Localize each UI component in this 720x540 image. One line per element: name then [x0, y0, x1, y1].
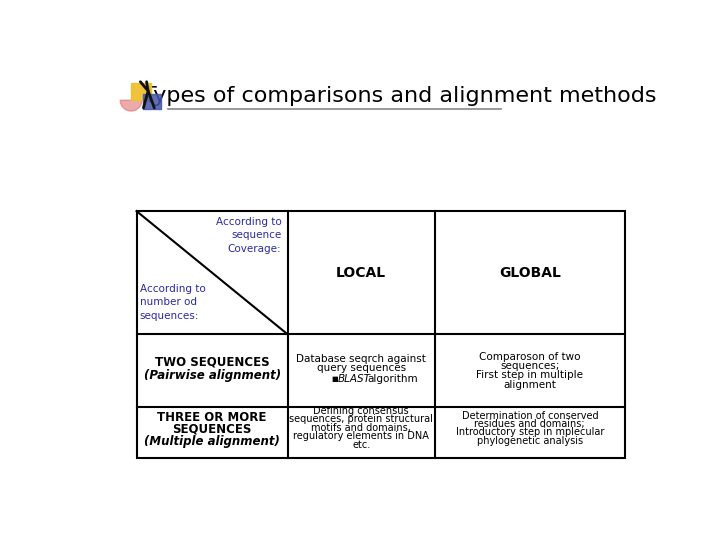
Text: BLAST: BLAST — [338, 374, 371, 383]
Text: Comparoson of two: Comparoson of two — [479, 352, 580, 362]
Text: sequences;: sequences; — [500, 361, 559, 372]
Text: SEQUENCES: SEQUENCES — [172, 422, 252, 435]
Text: Types of comparisons and alignment methods: Types of comparisons and alignment metho… — [143, 86, 657, 106]
Text: regulatory elements in DNA: regulatory elements in DNA — [293, 431, 429, 441]
Text: THREE OR MORE: THREE OR MORE — [158, 410, 266, 423]
Text: First step in multiple: First step in multiple — [477, 370, 583, 381]
Text: GLOBAL: GLOBAL — [499, 266, 561, 280]
Polygon shape — [120, 100, 142, 111]
Text: According to
sequence
Coverage:: According to sequence Coverage: — [216, 217, 282, 254]
Text: residues and domains;: residues and domains; — [474, 419, 585, 429]
Text: According to
number od
sequences:: According to number od sequences: — [140, 284, 205, 321]
Text: (Multiple alignment): (Multiple alignment) — [144, 435, 280, 448]
Text: ■: ■ — [332, 376, 338, 382]
Bar — [137, 211, 625, 457]
Text: TWO SEQUENCES: TWO SEQUENCES — [155, 355, 269, 368]
Text: (Pairwise alignment): (Pairwise alignment) — [143, 369, 281, 382]
Bar — [143, 94, 161, 110]
Text: etc.: etc. — [352, 440, 370, 450]
Text: algorithm: algorithm — [367, 374, 418, 383]
Text: sequences, protein structural: sequences, protein structural — [289, 414, 433, 424]
Text: Database seqrch against: Database seqrch against — [297, 354, 426, 363]
Text: alignment: alignment — [503, 380, 557, 390]
Text: phylogenetic analysis: phylogenetic analysis — [477, 436, 583, 446]
Text: LOCAL: LOCAL — [336, 266, 387, 280]
Text: Introductory step in mplecular: Introductory step in mplecular — [456, 428, 604, 437]
Bar — [131, 83, 151, 100]
Text: motifs and domains,: motifs and domains, — [311, 423, 411, 433]
Text: Defining consensus: Defining consensus — [313, 406, 409, 416]
Text: Determination of conserved: Determination of conserved — [462, 410, 598, 421]
Text: query sequences: query sequences — [317, 363, 406, 373]
